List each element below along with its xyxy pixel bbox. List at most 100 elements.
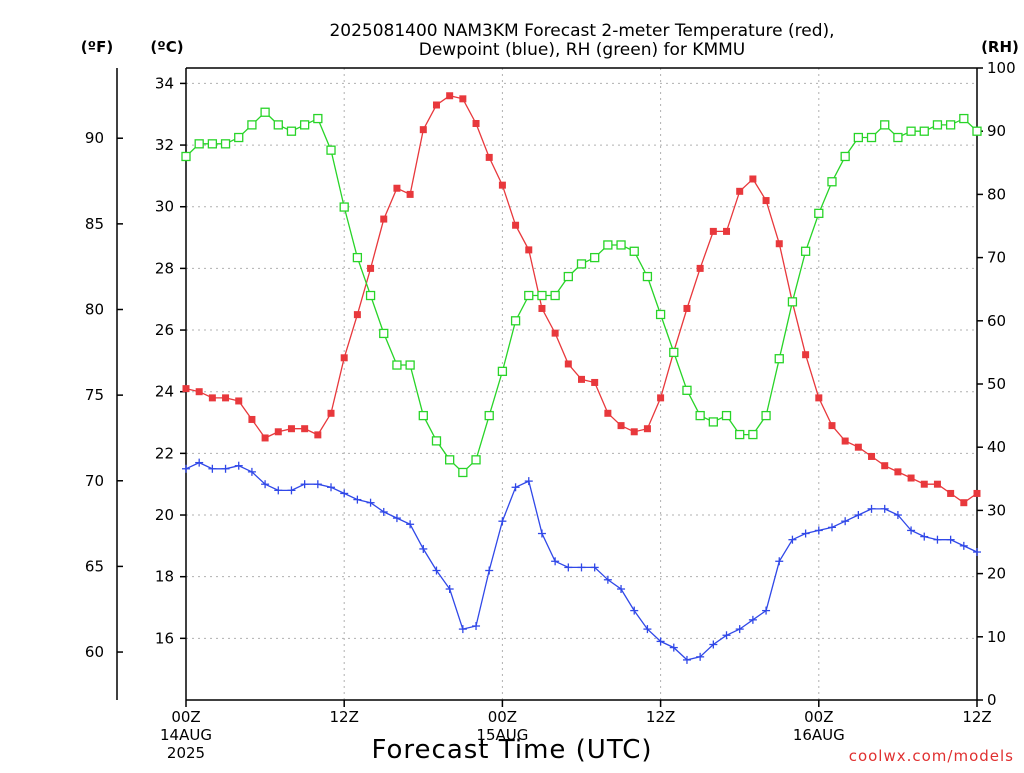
celsius-tick-label: 28 [155, 259, 174, 277]
temperature-point [446, 92, 454, 100]
dewpoint-point [920, 532, 929, 541]
temperature-point [591, 378, 599, 386]
dewpoint-point [419, 544, 428, 553]
dewpoint-point [735, 625, 744, 634]
dewpoint-point [366, 498, 375, 507]
fahrenheit-tick-label: 80 [85, 300, 104, 318]
x-tick-label: 00Z [171, 708, 200, 726]
chart-title-line-2: Dewpoint (blue), RH (green) for KMMU [419, 40, 746, 60]
rh-point [774, 354, 784, 364]
temperature-point [419, 126, 427, 134]
rh-point [616, 240, 626, 250]
temperature-point [775, 240, 783, 248]
temperature-point [881, 462, 889, 470]
dewpoint-point [590, 563, 599, 572]
dewpoint-point [669, 643, 678, 652]
temperature-point [498, 181, 506, 189]
temperature-point [907, 474, 915, 482]
rh-point [418, 410, 428, 421]
rh-point [286, 126, 297, 136]
temperature-point [736, 187, 744, 195]
rh-point [682, 385, 692, 395]
rh-point [761, 410, 771, 421]
credit-text: coolwx.com/models [849, 747, 1014, 765]
dewpoint-point [682, 655, 691, 664]
rh-point [431, 436, 442, 446]
rh-point [524, 290, 534, 301]
rh-point [339, 202, 349, 212]
temperature-point [723, 227, 731, 235]
rh-point [787, 297, 798, 307]
dewpoint-point [340, 489, 349, 498]
temperature-point [828, 422, 836, 430]
rh-point [880, 120, 890, 130]
dewpoint-point [893, 511, 902, 520]
rh-tick-label: 90 [987, 122, 1006, 140]
dewpoint-point [564, 563, 573, 572]
temperature-point [683, 304, 691, 312]
temperature-point [274, 428, 282, 436]
x-tick-year-label: 2025 [167, 744, 205, 762]
dewpoint-point [221, 464, 230, 473]
temperature-point [406, 190, 414, 198]
x-tick-label: 00Z [804, 708, 833, 726]
temperature-point [802, 351, 810, 359]
dewpoint-point [775, 557, 784, 566]
x-tick-date-label: 15AUG [476, 726, 528, 744]
rh-point [537, 290, 547, 301]
rh-tick-label: 20 [987, 565, 1006, 583]
temperature-line [185, 95, 978, 504]
x-tick-label: 12Z [330, 708, 359, 726]
dewpoint-point [722, 631, 731, 640]
temperature-point [578, 375, 585, 383]
rh-point [827, 177, 837, 187]
rh-point [234, 132, 244, 143]
rh-point [445, 455, 455, 465]
rh-point [590, 252, 600, 263]
rh-point [299, 120, 310, 130]
dewpoint-point [907, 526, 916, 535]
rh-point [273, 120, 283, 130]
rh-point [866, 132, 877, 143]
chart-title-line-1: 2025081400 NAM3KM Forecast 2-meter Tempe… [329, 21, 834, 41]
rh-point [603, 240, 613, 250]
dewpoint-point [696, 652, 705, 661]
temperature-point [643, 425, 651, 433]
rh-point [919, 126, 929, 136]
rh-point [669, 347, 679, 358]
x-axis-label: Forecast Time (UTC) [371, 735, 652, 765]
celsius-tick-label: 20 [155, 506, 174, 524]
temperature-point [973, 489, 981, 497]
rh-point [563, 271, 573, 282]
temperature-point [657, 394, 665, 402]
rh-point [655, 309, 666, 320]
temperature-point [538, 304, 546, 312]
celsius-tick-label: 34 [155, 74, 174, 92]
dewpoint-point [656, 637, 665, 646]
rh-tick-label: 80 [987, 185, 1006, 203]
temperature-point [894, 468, 902, 476]
rh-tick-label: 40 [987, 438, 1006, 456]
dewpoint-point [603, 575, 612, 584]
temperature-point [248, 415, 256, 423]
dewpoint-point [498, 517, 507, 526]
dewpoint-point [827, 523, 836, 532]
rh-point [365, 290, 376, 301]
temperature-point [749, 175, 757, 183]
dewpoint-point [234, 461, 243, 470]
dewpoint-point [432, 566, 441, 575]
fahrenheit-tick-label: 75 [85, 386, 104, 404]
dewpoint-point [524, 477, 533, 486]
rh-point [550, 290, 560, 301]
dewpoint-point [511, 483, 520, 492]
rh-point [352, 252, 363, 263]
temperature-point [287, 425, 295, 433]
rh-point [313, 113, 323, 124]
temperature-point [564, 360, 572, 368]
celsius-tick-label: 22 [155, 444, 174, 462]
temperature-point [459, 95, 467, 103]
rh-tick-label: 0 [987, 691, 997, 709]
temperature-point [525, 246, 533, 254]
